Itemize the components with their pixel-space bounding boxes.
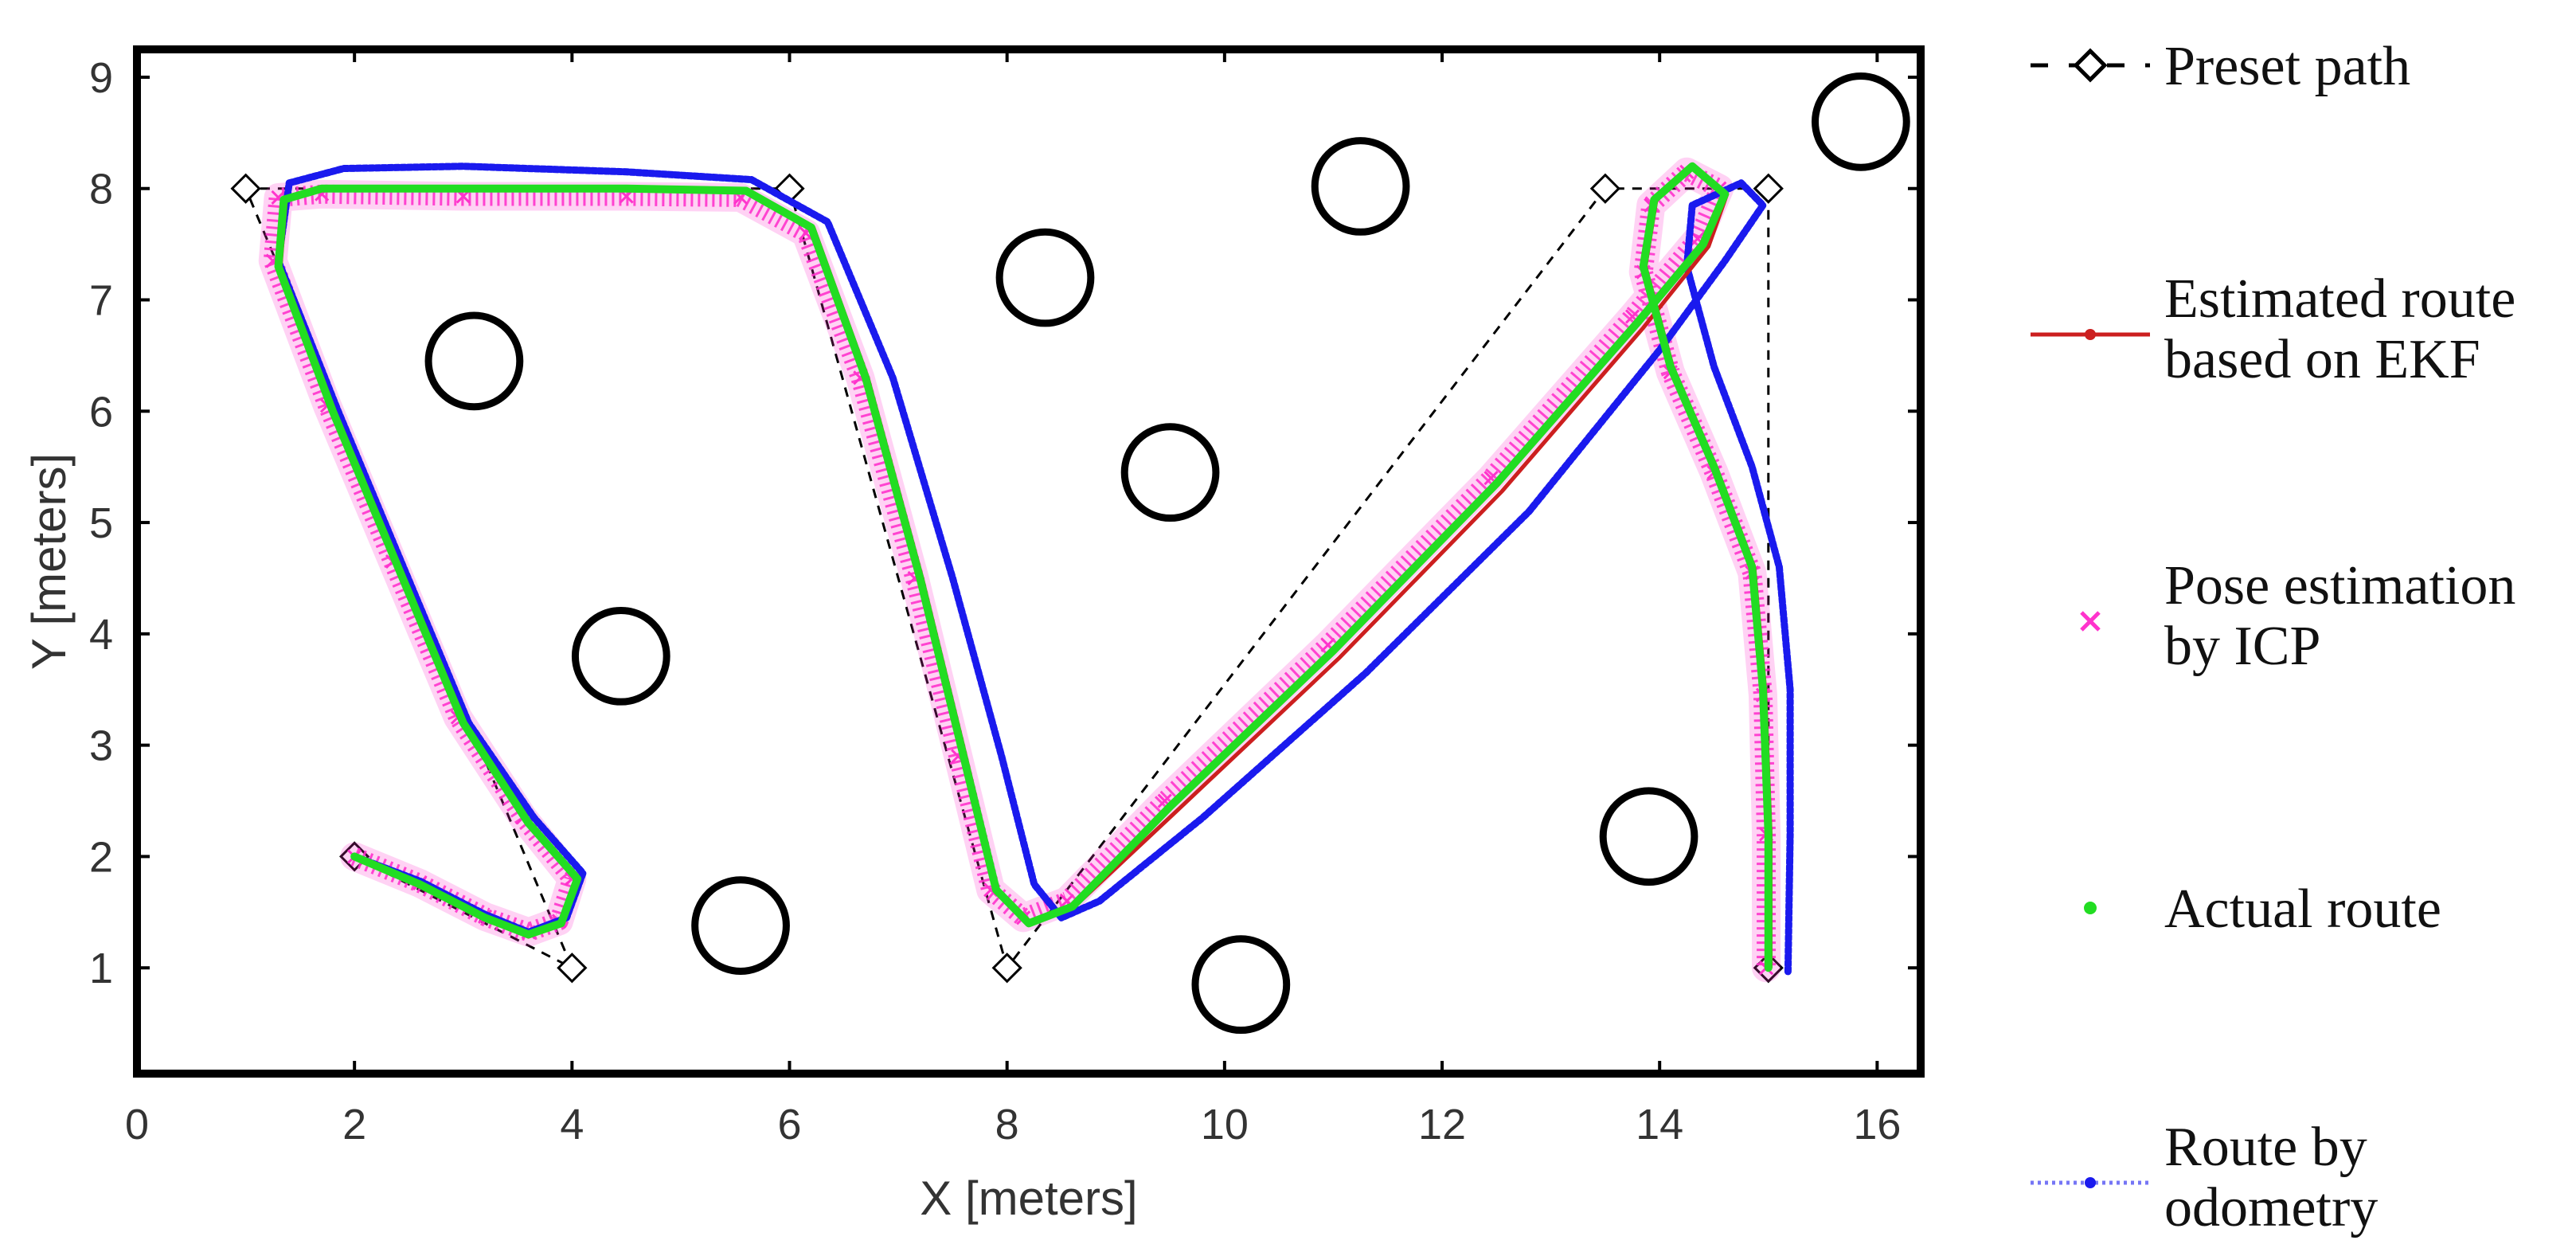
legend-marker-ekf [2085,329,2096,340]
x-tick-label: 6 [777,1101,801,1148]
preset-waypoint-marker [991,953,1022,984]
legend-label-actual: Actual route [2164,878,2441,940]
x-tick-label: 14 [1636,1101,1683,1148]
x-tick-label: 12 [1418,1101,1466,1148]
obstacle-circle [1599,787,1698,886]
legend-label-ekf: based on EKF [2164,329,2480,390]
x-tick-label: 16 [1853,1101,1901,1148]
legend-label-preset: Preset path [2164,36,2410,97]
obstacle-circle [424,311,524,411]
legend-marker-preset [2073,48,2108,83]
x-tick-label: 0 [125,1101,149,1148]
preset-waypoint-marker [557,953,588,984]
legend-label-ekf: Estimated route [2164,268,2515,330]
obstacle-circle [1812,72,1910,171]
preset-waypoint-marker [1589,173,1621,204]
y-tick-label: 4 [89,611,113,659]
x-axis-label: X [meters] [920,1172,1137,1225]
y-tick-label: 1 [89,945,113,992]
y-tick-label: 5 [89,499,113,547]
legend-label-icp: Pose estimation [2164,555,2515,616]
plot-frame [133,45,1925,1078]
preset-waypoint-marker [1753,173,1784,204]
preset-path-line [244,187,1770,971]
x-tick-label: 10 [1201,1101,1249,1148]
preset-waypoint-marker [230,173,261,204]
obstacle-circle [1191,935,1291,1035]
legend-marker-icp [2080,611,2101,632]
y-tick-label: 7 [89,277,113,325]
y-tick-label: 8 [89,166,113,213]
y-tick-label: 2 [89,833,113,881]
x-tick-label: 2 [342,1101,366,1148]
obstacle-circle [995,228,1095,327]
actual-series-line [274,162,1773,972]
y-axis-label: Y [meters] [22,453,76,670]
legend-marker-odom [2085,1177,2096,1188]
obstacle-circle [1120,423,1220,522]
y-tick-label: 3 [89,722,113,770]
obstacle-circle [1311,137,1410,236]
obstacle-circle [691,876,790,975]
legend-label-icp: by ICP [2164,616,2320,677]
y-tick-label: 9 [89,54,113,102]
obstacle-circle [571,606,670,706]
legend-label-odom: Route by [2164,1117,2367,1178]
odometry-series-line [275,162,1794,977]
x-tick-label: 8 [995,1101,1019,1148]
legend-marker-actual [2084,902,2097,914]
plot-content [230,72,1910,1035]
x-tick-label: 4 [560,1101,584,1148]
y-tick-label: 6 [89,388,113,436]
legend-label-odom: odometry [2164,1177,2378,1238]
